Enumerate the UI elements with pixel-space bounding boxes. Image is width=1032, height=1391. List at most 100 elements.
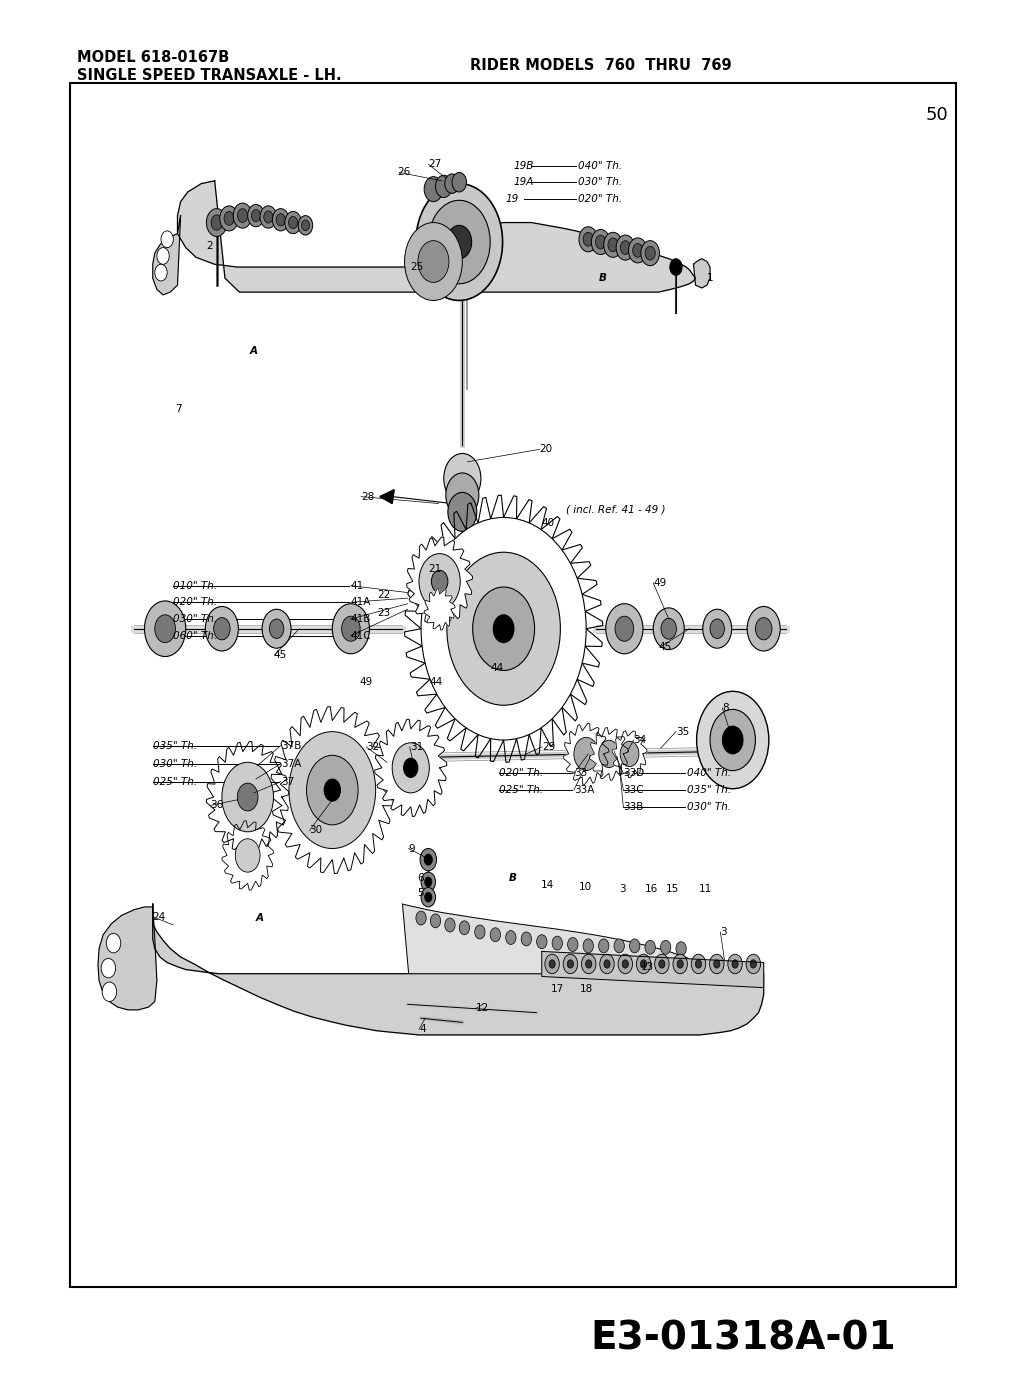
Text: 020" Th.: 020" Th. bbox=[499, 768, 544, 779]
Polygon shape bbox=[153, 904, 764, 1035]
Circle shape bbox=[424, 854, 432, 865]
Text: 040" Th.: 040" Th. bbox=[687, 768, 732, 779]
Polygon shape bbox=[563, 723, 609, 785]
Circle shape bbox=[747, 606, 780, 651]
Text: 040" Th.: 040" Th. bbox=[578, 160, 622, 171]
Circle shape bbox=[653, 608, 684, 650]
Text: 33A: 33A bbox=[574, 785, 594, 796]
Circle shape bbox=[262, 609, 291, 648]
Polygon shape bbox=[402, 904, 698, 974]
Text: 44: 44 bbox=[429, 676, 443, 687]
Text: 030" Th.: 030" Th. bbox=[173, 613, 218, 625]
Circle shape bbox=[269, 619, 284, 638]
Text: 025" Th.: 025" Th. bbox=[153, 776, 197, 787]
Text: 37: 37 bbox=[281, 776, 294, 787]
Text: 020" Th.: 020" Th. bbox=[578, 193, 622, 204]
Text: 7: 7 bbox=[175, 403, 182, 415]
Circle shape bbox=[676, 942, 686, 956]
Circle shape bbox=[101, 958, 116, 978]
Text: 41B: 41B bbox=[351, 613, 372, 625]
Text: 45: 45 bbox=[273, 650, 287, 661]
Text: 025" Th.: 025" Th. bbox=[499, 785, 544, 796]
Text: 44: 44 bbox=[490, 662, 504, 673]
Circle shape bbox=[285, 211, 301, 234]
Circle shape bbox=[549, 960, 555, 968]
Text: 21: 21 bbox=[428, 563, 442, 574]
Circle shape bbox=[677, 960, 683, 968]
Text: 19: 19 bbox=[506, 193, 519, 204]
Circle shape bbox=[421, 517, 586, 740]
Circle shape bbox=[490, 928, 501, 942]
Circle shape bbox=[459, 921, 470, 935]
Polygon shape bbox=[98, 907, 157, 1010]
Circle shape bbox=[421, 887, 436, 907]
Circle shape bbox=[289, 217, 297, 228]
Circle shape bbox=[622, 960, 628, 968]
Text: 37B: 37B bbox=[281, 740, 301, 751]
Circle shape bbox=[732, 960, 738, 968]
Circle shape bbox=[604, 960, 610, 968]
Text: 14: 14 bbox=[541, 879, 554, 890]
Text: 030" Th.: 030" Th. bbox=[578, 177, 622, 188]
Polygon shape bbox=[589, 727, 628, 780]
Text: 29: 29 bbox=[542, 741, 555, 753]
Circle shape bbox=[447, 225, 472, 259]
Circle shape bbox=[750, 960, 756, 968]
Polygon shape bbox=[222, 821, 273, 890]
Text: 12: 12 bbox=[476, 1003, 489, 1014]
Circle shape bbox=[222, 762, 273, 832]
Circle shape bbox=[264, 211, 272, 223]
Circle shape bbox=[301, 220, 310, 231]
Text: 8: 8 bbox=[722, 702, 729, 714]
Text: 37A: 37A bbox=[281, 758, 301, 769]
Circle shape bbox=[144, 601, 186, 657]
Circle shape bbox=[563, 954, 578, 974]
Circle shape bbox=[424, 177, 443, 202]
Text: 35: 35 bbox=[676, 726, 689, 737]
Text: 10: 10 bbox=[579, 882, 592, 893]
Polygon shape bbox=[206, 741, 289, 853]
Text: 19B: 19B bbox=[514, 160, 535, 171]
Circle shape bbox=[670, 259, 682, 275]
Circle shape bbox=[424, 893, 431, 903]
Circle shape bbox=[600, 954, 614, 974]
Text: RIDER MODELS  760  THRU  769: RIDER MODELS 760 THRU 769 bbox=[470, 58, 732, 74]
Text: 11: 11 bbox=[699, 883, 712, 894]
Circle shape bbox=[332, 604, 369, 654]
Circle shape bbox=[574, 737, 599, 771]
Text: 1: 1 bbox=[707, 273, 713, 284]
Polygon shape bbox=[375, 719, 447, 817]
Bar bbox=[70, 83, 956, 1287]
Text: 26: 26 bbox=[397, 167, 411, 178]
Circle shape bbox=[585, 960, 591, 968]
Circle shape bbox=[521, 932, 531, 946]
Text: MODEL 618-0167B: MODEL 618-0167B bbox=[77, 50, 230, 65]
Text: 27: 27 bbox=[428, 159, 442, 170]
Circle shape bbox=[616, 235, 635, 260]
Circle shape bbox=[691, 954, 706, 974]
Text: 010" Th.: 010" Th. bbox=[173, 580, 218, 591]
Circle shape bbox=[654, 954, 669, 974]
Circle shape bbox=[537, 935, 547, 949]
Text: 34: 34 bbox=[634, 734, 647, 746]
Text: 20: 20 bbox=[540, 444, 553, 455]
Polygon shape bbox=[407, 537, 473, 626]
Text: 6: 6 bbox=[417, 872, 423, 883]
Circle shape bbox=[289, 732, 376, 849]
Circle shape bbox=[436, 175, 452, 198]
Text: 22: 22 bbox=[378, 590, 391, 601]
Circle shape bbox=[298, 216, 313, 235]
Circle shape bbox=[591, 230, 610, 255]
Text: A: A bbox=[250, 345, 258, 356]
Circle shape bbox=[404, 758, 418, 778]
Circle shape bbox=[641, 960, 647, 968]
Circle shape bbox=[233, 203, 252, 228]
Circle shape bbox=[703, 609, 732, 648]
Circle shape bbox=[277, 214, 285, 225]
Text: 41C: 41C bbox=[351, 630, 372, 641]
Circle shape bbox=[583, 232, 593, 246]
Circle shape bbox=[579, 227, 598, 252]
Text: 16: 16 bbox=[645, 883, 658, 894]
Text: 50: 50 bbox=[926, 106, 948, 124]
Circle shape bbox=[205, 606, 238, 651]
